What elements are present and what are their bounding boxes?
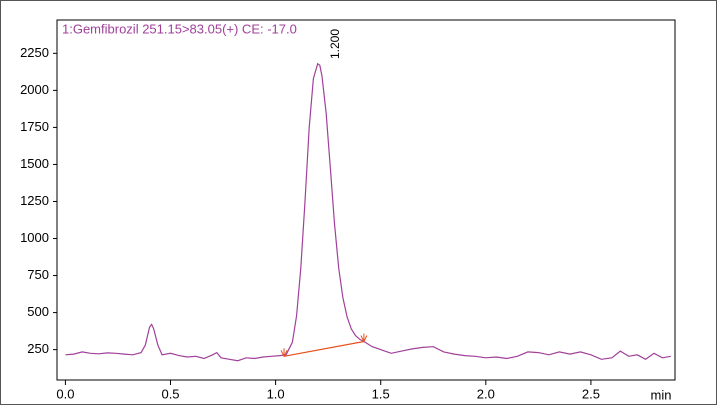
y-tick-label: 2250 [20, 45, 49, 60]
x-tick-label: 0.0 [56, 386, 74, 401]
chart-title: 1:Gemfibrozil 251.15>83.05(+) CE: -17.0 [62, 21, 297, 36]
y-tick-label: 1500 [20, 156, 49, 171]
baseline-end-marker [280, 348, 288, 358]
x-tick-label: 0.5 [161, 386, 179, 401]
y-tick-label: 1750 [20, 119, 49, 134]
x-axis-label: min [651, 387, 672, 402]
x-tick-label: 1.5 [372, 386, 390, 401]
baseline [283, 340, 365, 357]
peak-label: 1.200 [328, 29, 342, 59]
y-tick-label: 1000 [20, 230, 49, 245]
y-tick-label: 2000 [20, 82, 49, 97]
x-tick-label: 2.5 [582, 386, 600, 401]
y-tick-label: 250 [27, 341, 49, 356]
x-tick-label: 2.0 [477, 386, 495, 401]
baseline-end-marker [360, 333, 368, 343]
x-tick-label: 1.0 [267, 386, 285, 401]
y-tick-label: 500 [27, 304, 49, 319]
trace-line [65, 62, 671, 362]
y-tick-label: 1250 [20, 193, 49, 208]
plot-frame [56, 19, 676, 381]
y-tick-label: 750 [27, 267, 49, 282]
